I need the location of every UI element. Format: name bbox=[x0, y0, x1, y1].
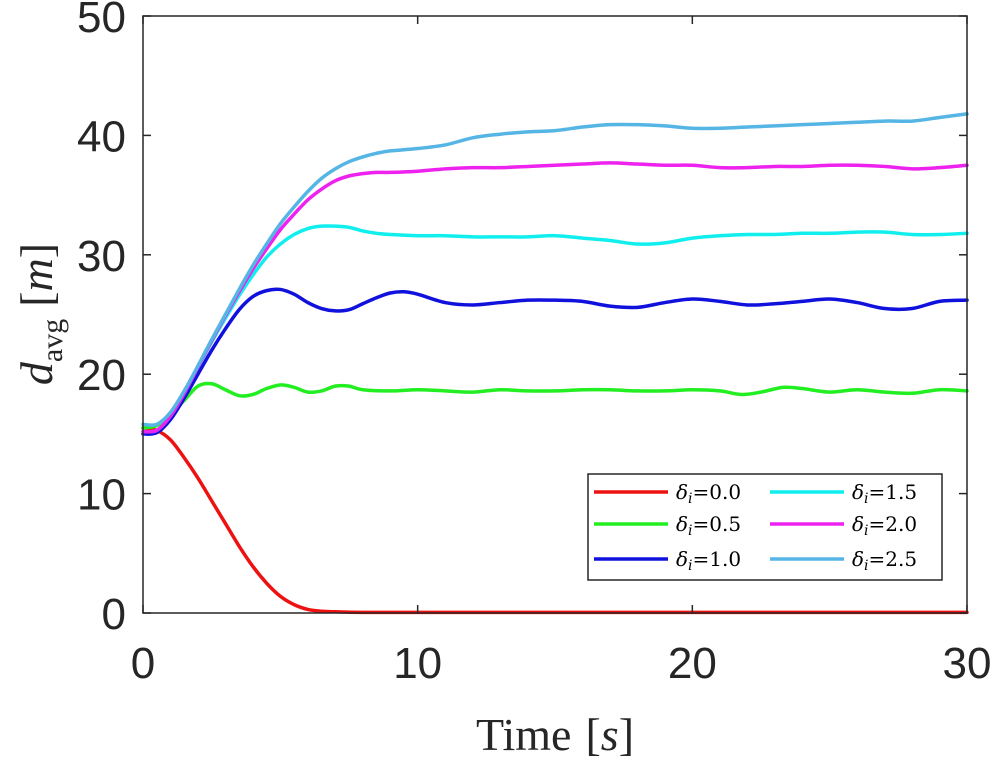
x-tick-label: 20 bbox=[668, 639, 717, 688]
legend: δi=0.0 δi=0.5 δi=1.0 δi=1.5 δi=2.0 δi=2.5 bbox=[587, 473, 943, 581]
legend-label: δi=0.0 bbox=[676, 480, 741, 507]
y-axis-label: davg[m] bbox=[11, 243, 69, 385]
series-line-1 bbox=[141, 381, 969, 430]
y-tick-label: 10 bbox=[77, 471, 126, 520]
legend-entry-1: δi=0.5 bbox=[594, 512, 741, 539]
plot-frame bbox=[142, 15, 968, 614]
y-tick-label: 50 bbox=[77, 0, 126, 42]
legend-entry-0: δi=0.0 bbox=[594, 480, 741, 507]
legend-label: δi=0.5 bbox=[676, 512, 741, 539]
series-line-5 bbox=[141, 112, 969, 427]
series-layer bbox=[141, 112, 969, 615]
ticks-layer bbox=[142, 15, 968, 614]
legend-entry-2: δi=1.0 bbox=[594, 547, 741, 574]
x-axis-label-main: Time bbox=[476, 709, 571, 760]
legend-entry-5: δi=2.5 bbox=[770, 547, 917, 574]
y-tick-label: 30 bbox=[77, 232, 126, 281]
tick-labels-layer: 0 10 20 30 0 10 20 30 40 50 bbox=[77, 0, 991, 688]
legend-label: δi=1.5 bbox=[852, 480, 917, 507]
legend-label: δi=2.5 bbox=[852, 547, 917, 574]
x-axis-label: Time [s] bbox=[476, 709, 634, 760]
y-tick-label: 0 bbox=[102, 590, 126, 639]
y-axis-label-sub: avg bbox=[36, 319, 69, 362]
legend-label: δi=1.0 bbox=[676, 547, 741, 574]
x-tick-label: 30 bbox=[943, 639, 992, 688]
x-tick-label: 10 bbox=[393, 639, 442, 688]
legend-entry-4: δi=2.0 bbox=[770, 512, 917, 539]
legend-entry-3: δi=1.5 bbox=[770, 480, 917, 507]
x-axis-label-unit: s bbox=[601, 709, 619, 760]
y-axis-label-base: d bbox=[11, 361, 62, 385]
y-tick-label: 20 bbox=[77, 351, 126, 400]
x-tick-label: 0 bbox=[131, 639, 155, 688]
y-axis-label-unit: m bbox=[11, 258, 62, 291]
y-tick-label: 40 bbox=[77, 112, 126, 161]
series-line-2 bbox=[141, 287, 969, 436]
legend-label: δi=2.0 bbox=[852, 512, 917, 539]
